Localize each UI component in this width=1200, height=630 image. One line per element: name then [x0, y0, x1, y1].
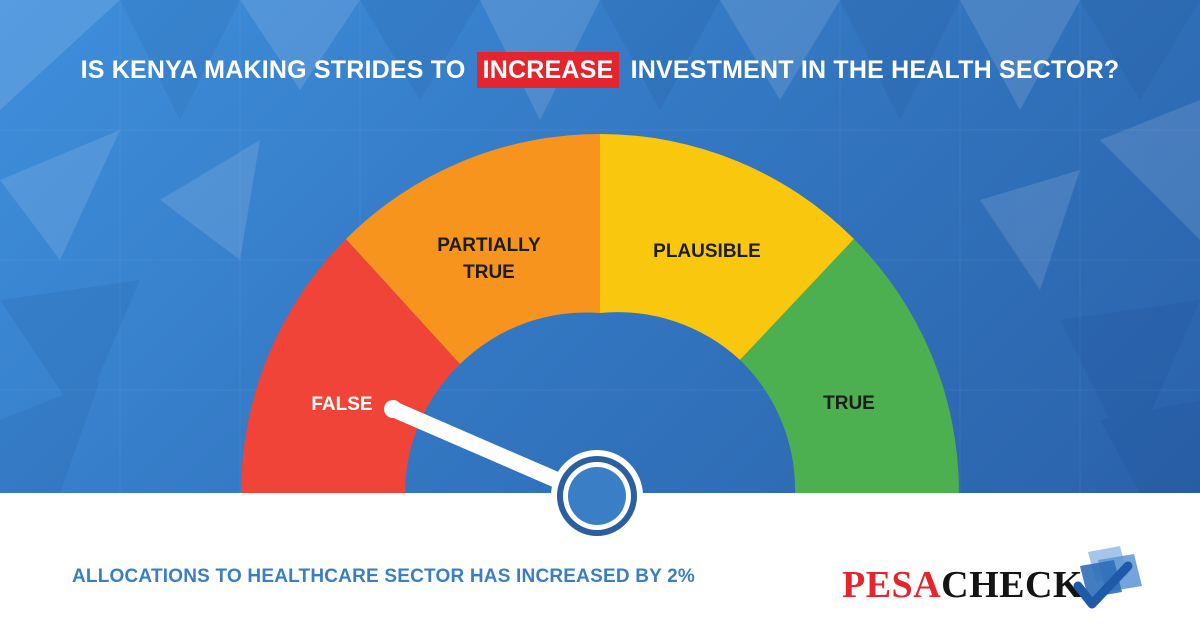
headline-highlight: INCREASE	[476, 52, 620, 88]
logo-wordmark: PESACHECK	[842, 563, 1083, 607]
logo-word-pesa: PESA	[842, 564, 942, 606]
gauge-label-plausible: PLAUSIBLE	[653, 241, 761, 262]
pesacheck-logo: PESACHECK	[842, 540, 1152, 620]
headline-before-text: IS KENYA MAKING STRIDES TO	[80, 56, 466, 84]
faceted-background-pattern	[0, 0, 1200, 493]
logo-word-check: CHECK	[941, 564, 1083, 606]
gauge-segment-plausible	[600, 133, 854, 360]
verdict-statement: ALLOCATIONS TO HEALTHCARE SECTOR HAS INC…	[72, 566, 696, 587]
gauge-segment-true	[740, 239, 960, 493]
gauge-label-partially: PARTIALLY	[437, 235, 541, 256]
gauge-needle-hub	[551, 450, 643, 542]
gauge-segment-false	[240, 239, 460, 493]
gauge-label-false: FALSE	[311, 394, 372, 415]
headline-after-text: INVESTMENT IN THE HEALTH SECTOR?	[630, 56, 1120, 84]
gauge-label-true: TRUE	[823, 393, 875, 414]
check-mark-icon	[1073, 546, 1142, 609]
gauge-segment-partially-true	[346, 133, 600, 364]
headline-question: IS KENYA MAKING STRIDES TO INCREASE INVE…	[0, 52, 1200, 88]
gauge-label-partially-true-line2: TRUE	[463, 262, 515, 283]
